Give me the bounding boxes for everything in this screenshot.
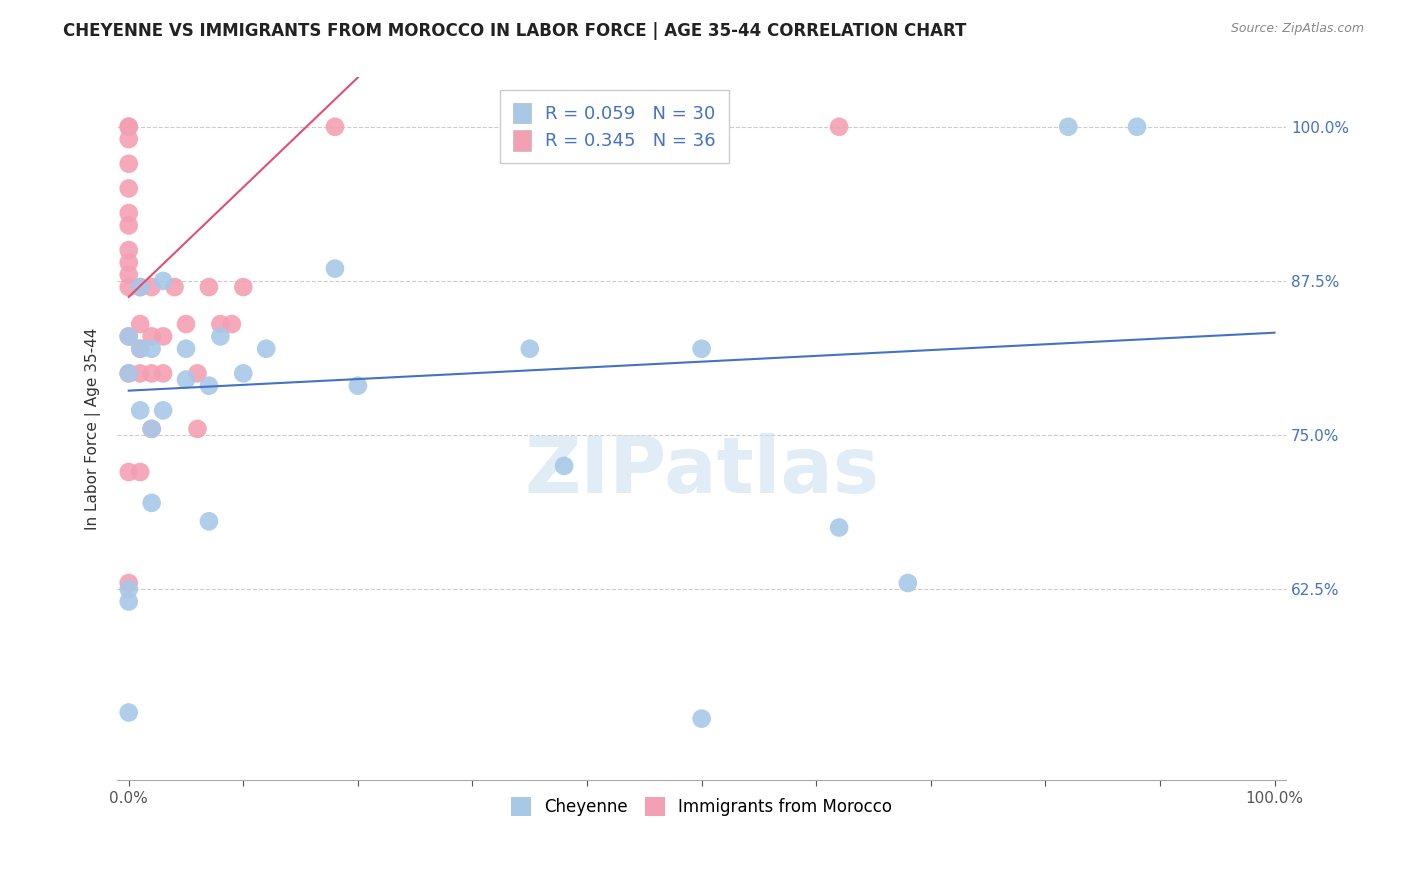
Point [129, 342, 152, 356]
Point [118, 243, 141, 257]
Point [118, 255, 141, 269]
Point [118, 206, 141, 220]
Point [828, 120, 851, 134]
Point [118, 268, 141, 282]
Point [152, 329, 174, 343]
Text: ZIPatlas: ZIPatlas [524, 433, 879, 509]
Point [141, 422, 163, 436]
Point [209, 329, 232, 343]
Point [828, 520, 851, 534]
Point [174, 342, 197, 356]
Point [118, 120, 141, 134]
Legend: Cheyenne, Immigrants from Morocco: Cheyenne, Immigrants from Morocco [503, 789, 900, 825]
Point [152, 403, 174, 417]
Point [118, 181, 141, 195]
Point [232, 280, 254, 294]
Point [141, 342, 163, 356]
Point [118, 329, 141, 343]
Point [323, 261, 346, 276]
Point [129, 280, 152, 294]
Point [118, 120, 141, 134]
Point [141, 329, 163, 343]
Text: Source: ZipAtlas.com: Source: ZipAtlas.com [1230, 22, 1364, 36]
Point [254, 342, 277, 356]
Point [323, 120, 346, 134]
Y-axis label: In Labor Force | Age 35-44: In Labor Force | Age 35-44 [86, 327, 101, 530]
Point [118, 367, 141, 381]
Point [152, 367, 174, 381]
Point [221, 317, 243, 331]
Point [897, 576, 920, 591]
Point [519, 342, 541, 356]
Point [118, 465, 141, 479]
Point [118, 582, 141, 597]
Point [232, 367, 254, 381]
Point [152, 274, 174, 288]
Point [129, 280, 152, 294]
Point [198, 378, 221, 392]
Point [1057, 120, 1080, 134]
Point [118, 329, 141, 343]
Point [186, 367, 208, 381]
Point [118, 576, 141, 591]
Point [129, 342, 152, 356]
Point [118, 706, 141, 720]
Point [1126, 120, 1149, 134]
Point [129, 367, 152, 381]
Point [141, 496, 163, 510]
Point [690, 712, 713, 726]
Point [118, 132, 141, 146]
Point [141, 367, 163, 381]
Point [118, 280, 141, 294]
Point [347, 378, 370, 392]
Point [129, 317, 152, 331]
Point [129, 403, 152, 417]
Point [198, 280, 221, 294]
Point [174, 373, 197, 387]
Point [129, 465, 152, 479]
Point [209, 317, 232, 331]
Point [118, 367, 141, 381]
Point [118, 594, 141, 608]
Point [141, 422, 163, 436]
Point [141, 280, 163, 294]
Point [690, 342, 713, 356]
Point [174, 317, 197, 331]
Point [198, 514, 221, 528]
Point [186, 422, 208, 436]
Point [118, 157, 141, 171]
Point [118, 219, 141, 233]
Point [553, 458, 575, 473]
Text: CHEYENNE VS IMMIGRANTS FROM MOROCCO IN LABOR FORCE | AGE 35-44 CORRELATION CHART: CHEYENNE VS IMMIGRANTS FROM MOROCCO IN L… [63, 22, 967, 40]
Point [163, 280, 186, 294]
